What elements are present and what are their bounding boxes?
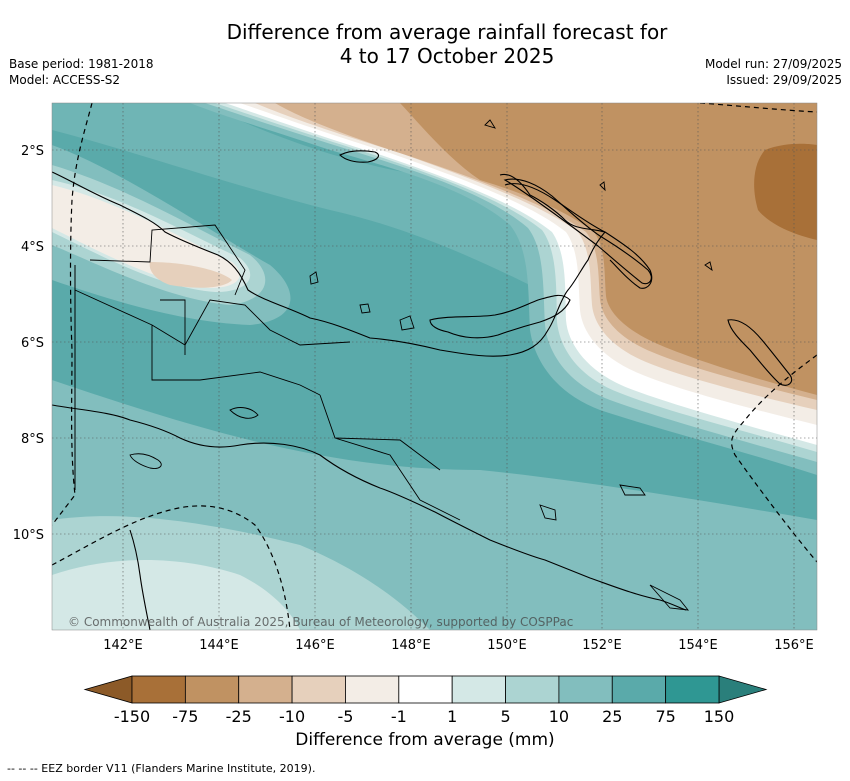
eez-north [699, 103, 817, 113]
colorbar-swatch [665, 675, 720, 704]
manus [339, 150, 380, 163]
colorbar-title: Difference from average (mm) [295, 730, 555, 750]
rainfall-field [52, 103, 817, 630]
colorbar-tick-label: 5 [500, 707, 510, 726]
lon-label: 144°E [199, 638, 239, 653]
colorbar-tick-label: 150 [704, 707, 735, 726]
new-guinea-coast [52, 171, 687, 611]
new-ireland [503, 178, 652, 285]
provincial-borders [74, 224, 461, 521]
graticule [52, 103, 817, 630]
colorbar-tick-label: 25 [602, 707, 622, 726]
eez-west [52, 103, 93, 526]
australia-coast [129, 529, 151, 630]
lat-label: 10°S [13, 528, 44, 543]
colorbar-extend-low [83, 675, 133, 704]
eez-east [731, 354, 817, 563]
colorbar-tick-label: 10 [549, 707, 569, 726]
colorbar-swatch [291, 675, 346, 704]
bougainville [727, 319, 793, 386]
colorbar-tick-label: -5 [337, 707, 353, 726]
colorbar-tick-label: -75 [172, 707, 198, 726]
colorbar-tick-label: -10 [279, 707, 305, 726]
band-nw-neg5 [149, 262, 232, 288]
lon-label: 154°E [678, 638, 718, 653]
eez-borders [52, 103, 817, 630]
issued-date: Issued: 29/09/2025 [726, 73, 842, 87]
lon-label: 148°E [391, 638, 431, 653]
colorbar-swatch [558, 675, 613, 704]
meta-right: Model run: 27/09/2025 Issued: 29/09/2025 [705, 56, 842, 88]
model-run: Model run: 27/09/2025 [704, 57, 842, 71]
colorbar-swatch [238, 675, 293, 704]
title-line-2: 4 to 17 October 2025 [339, 44, 555, 68]
meta-left: Base period: 1981-2018 Model: ACCESS-S2 [9, 56, 154, 88]
band-top-10 [52, 103, 560, 300]
copyright-notice: © Commonwealth of Australia 2025, Bureau… [68, 615, 573, 629]
title-line-1: Difference from average rainfall forecas… [226, 20, 668, 44]
colorbar-swatch [451, 675, 506, 704]
lat-label: 8°S [21, 432, 44, 447]
colorbar-tick-label: -25 [226, 707, 252, 726]
colorbar-swatch [505, 675, 560, 704]
colorbar-swatch [131, 675, 186, 704]
lat-label: 6°S [21, 336, 44, 351]
lon-label: 152°E [582, 638, 622, 653]
base-period: Base period: 1981-2018 [9, 57, 154, 71]
colorbar-extend-high [718, 675, 768, 704]
eez-footnote: -- -- -- EEZ border V11 (Flanders Marine… [7, 762, 316, 775]
coastlines [52, 119, 793, 630]
map-title: Difference from average rainfall forecas… [0, 20, 850, 68]
new-britain [429, 294, 571, 339]
colorbar-swatch [398, 675, 453, 704]
model-name: Model: ACCESS-S2 [9, 73, 121, 87]
colorbar-tick-label: -150 [114, 707, 150, 726]
band-nw-neg1 [52, 185, 240, 288]
map-frame [51, 102, 818, 631]
lon-label: 150°E [487, 638, 527, 653]
colorbar-swatch [184, 675, 240, 704]
lat-labels: 2°S 4°S 6°S 8°S 10°S [13, 144, 44, 543]
colorbar-swatch [611, 675, 667, 704]
band-ne-neg150 [754, 143, 817, 240]
small-islands [309, 119, 713, 611]
colorbar-tick-label: 1 [447, 707, 457, 726]
lon-label: 142°E [103, 638, 143, 653]
colorbar: -150 -75 -25 -10 -5 -1 1 5 10 25 75 150 [83, 675, 768, 726]
band-sw-1 [52, 560, 300, 630]
lat-label: 2°S [21, 144, 44, 159]
lon-label: 146°E [295, 638, 335, 653]
colorbar-swatch [345, 675, 400, 704]
colorbar-tick-label: 75 [655, 707, 675, 726]
lon-label: 156°E [774, 638, 814, 653]
lon-labels: 142°E 144°E 146°E 148°E 150°E 152°E 154°… [103, 638, 814, 653]
band-ne-neg75 [400, 103, 817, 395]
lat-label: 4°S [21, 240, 44, 255]
colorbar-tick-label: -1 [391, 707, 407, 726]
torres-islands [129, 407, 259, 469]
